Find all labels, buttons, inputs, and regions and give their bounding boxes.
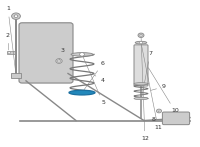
Ellipse shape [134, 97, 148, 100]
Circle shape [56, 59, 62, 63]
FancyBboxPatch shape [162, 112, 190, 125]
FancyBboxPatch shape [19, 23, 73, 83]
Text: 3: 3 [59, 48, 65, 61]
Text: 10: 10 [148, 68, 179, 113]
Text: 1: 1 [6, 6, 16, 72]
Ellipse shape [134, 83, 148, 85]
Text: 8: 8 [152, 111, 159, 122]
Circle shape [139, 41, 143, 44]
Circle shape [8, 52, 11, 54]
Circle shape [80, 53, 84, 56]
Circle shape [138, 33, 144, 37]
Circle shape [14, 15, 18, 17]
Text: 4: 4 [94, 75, 105, 83]
Circle shape [58, 60, 60, 62]
Bar [11, 73, 21, 78]
Circle shape [140, 34, 142, 36]
Circle shape [12, 13, 20, 19]
Text: 2: 2 [6, 33, 10, 50]
Ellipse shape [135, 41, 147, 44]
Bar [7, 51, 15, 54]
Text: 7: 7 [142, 51, 152, 99]
Ellipse shape [69, 90, 95, 95]
FancyBboxPatch shape [134, 45, 148, 86]
Text: 11: 11 [142, 45, 162, 130]
Text: 12: 12 [141, 38, 149, 141]
Circle shape [156, 109, 162, 113]
Text: 9: 9 [151, 84, 166, 90]
Ellipse shape [71, 53, 93, 56]
Text: 5: 5 [83, 57, 105, 105]
Text: 6: 6 [84, 61, 105, 90]
